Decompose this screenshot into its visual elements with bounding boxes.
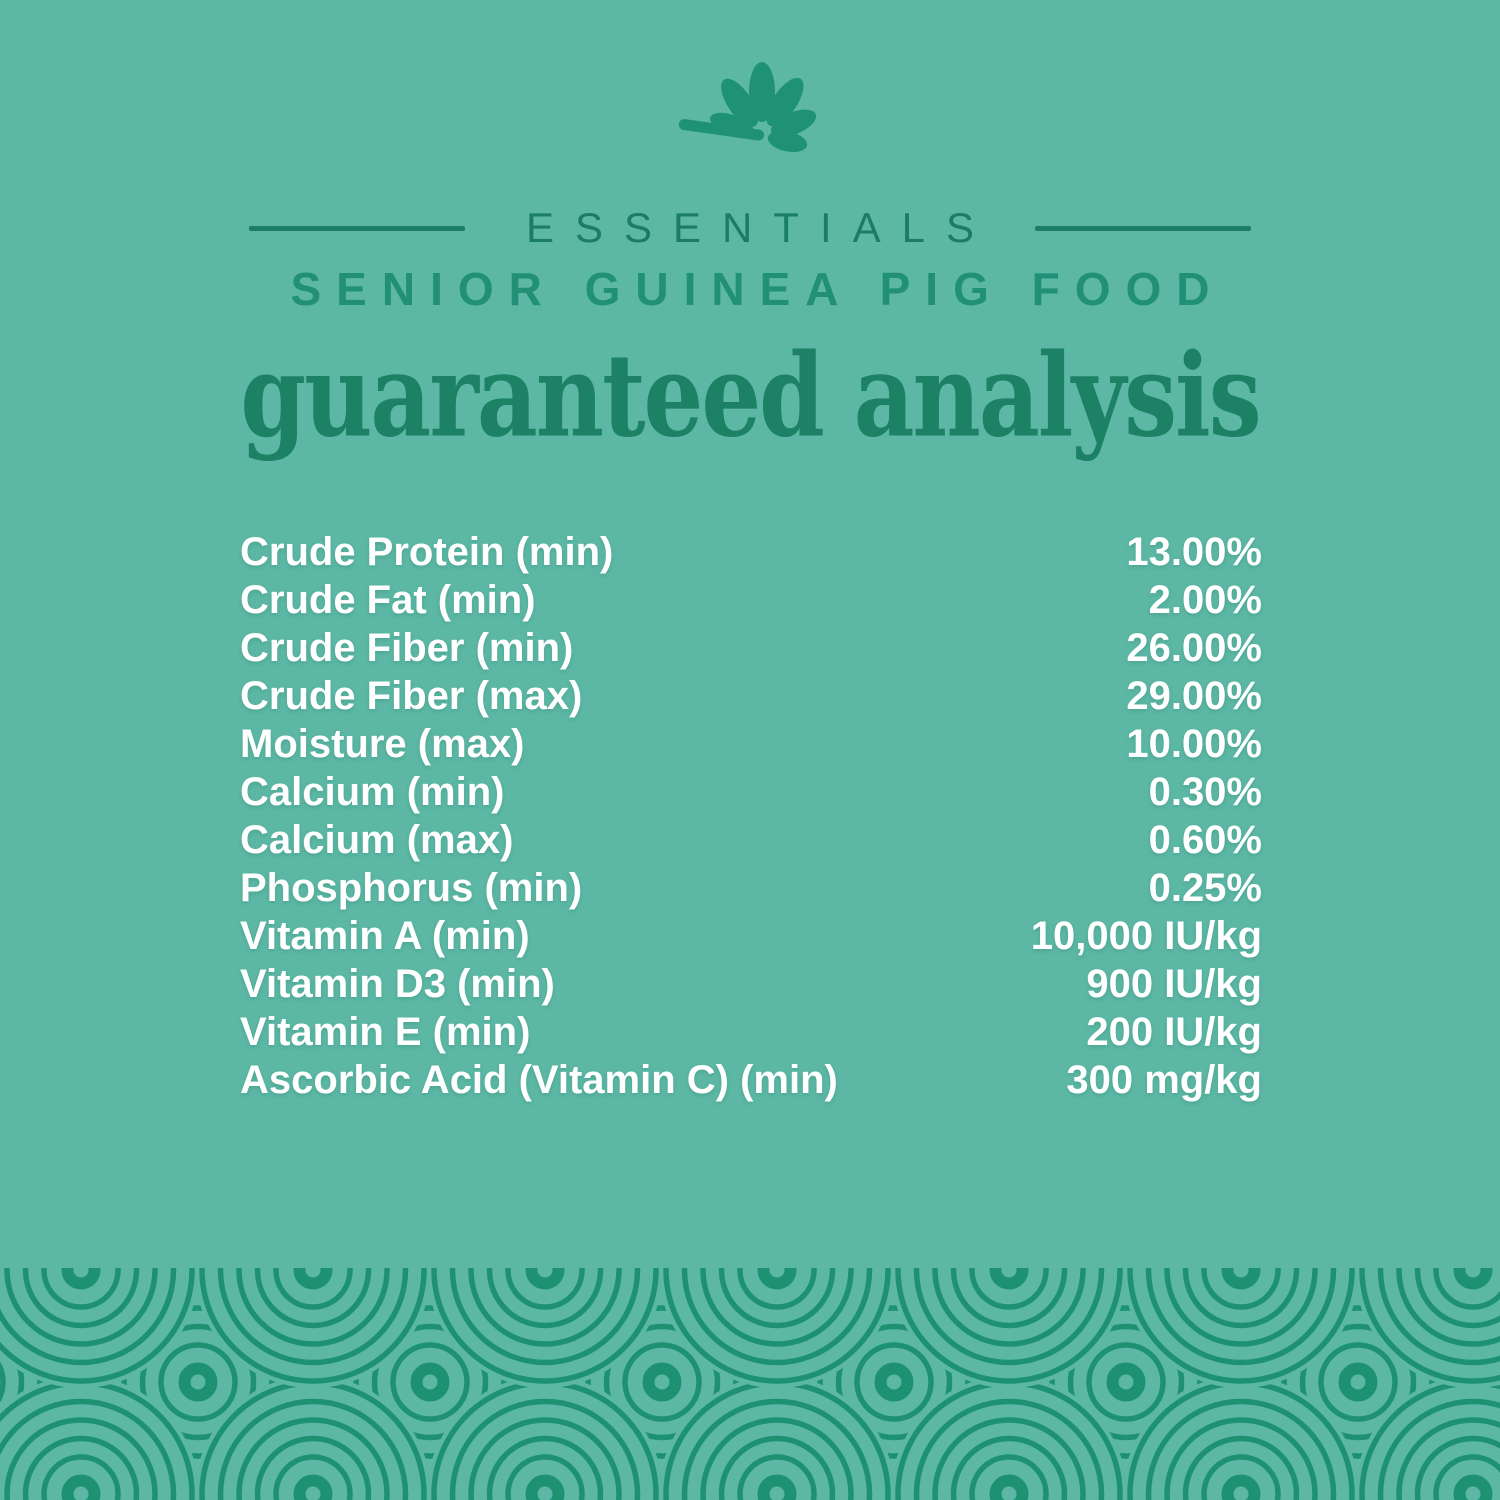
nutrient-value: 10,000 IU/kg [1030, 914, 1262, 958]
nutrient-value: 0.30% [1148, 770, 1262, 814]
swirl-circles-pattern [0, 1268, 1500, 1500]
analysis-row: Moisture (max) 10.00% [240, 720, 1262, 768]
analysis-row: Vitamin D3 (min) 900 IU/kg [240, 960, 1262, 1008]
analysis-row: Vitamin A (min) 10,000 IU/kg [240, 912, 1262, 960]
nutrient-value: 0.60% [1148, 818, 1262, 862]
nutrient-label: Ascorbic Acid (Vitamin C) (min) [240, 1058, 838, 1102]
nutrient-value: 13.00% [1126, 530, 1262, 574]
product-title: SENIOR GUINEA PIG FOOD [290, 263, 1225, 315]
analysis-row: Vitamin E (min) 200 IU/kg [240, 1008, 1262, 1056]
nutrient-value: 10.00% [1126, 722, 1262, 766]
brand-dash-left [248, 225, 465, 231]
nutrient-label: Phosphorus (min) [240, 866, 583, 910]
brand-name: ESSENTIALS [525, 204, 996, 251]
analysis-row: Crude Fiber (max) 29.00% [240, 672, 1262, 720]
nutrient-value: 29.00% [1126, 674, 1262, 718]
nutrient-label: Crude Fiber (max) [240, 674, 583, 718]
leaf-icon [678, 62, 817, 153]
nutrient-label: Moisture (max) [240, 722, 525, 766]
nutrient-value: 26.00% [1126, 626, 1262, 670]
nutrient-value: 900 IU/kg [1086, 962, 1262, 1006]
nutrient-value: 2.00% [1148, 578, 1262, 622]
nutrient-label: Vitamin D3 (min) [240, 962, 555, 1006]
nutrient-value: 0.25% [1148, 866, 1262, 910]
nutrient-label: Vitamin E (min) [240, 1010, 531, 1054]
brand-dash-right [1035, 225, 1252, 231]
leaf-logo [670, 58, 845, 218]
nutrient-label: Calcium (min) [240, 770, 505, 814]
nutrient-label: Crude Protein (min) [240, 530, 614, 574]
analysis-row: Ascorbic Acid (Vitamin C) (min) 300 mg/kg [240, 1056, 1262, 1104]
nutrient-label: Calcium (max) [240, 818, 514, 862]
nutrient-label: Vitamin A (min) [240, 914, 530, 958]
analysis-row: Calcium (min) 0.30% [240, 768, 1262, 816]
analysis-row: Phosphorus (min) 0.25% [240, 864, 1262, 912]
analysis-row: Crude Fat (min) 2.00% [240, 576, 1262, 624]
nutrient-value: 300 mg/kg [1066, 1058, 1262, 1102]
nutrient-label: Crude Fat (min) [240, 578, 536, 622]
section-title: guaranteed analysis [240, 329, 1261, 464]
analysis-row: Crude Protein (min) 13.00% [240, 528, 1262, 576]
pattern-band [0, 1268, 1500, 1500]
nutrient-label: Crude Fiber (min) [240, 626, 574, 670]
brand-row: ESSENTIALS [0, 204, 1500, 252]
analysis-table: Crude Protein (min) 13.00% Crude Fat (min)… [240, 528, 1262, 1104]
analysis-row: Crude Fiber (min) 26.00% [240, 624, 1262, 672]
nutrient-value: 200 IU/kg [1086, 1010, 1262, 1054]
analysis-row: Calcium (max) 0.60% [240, 816, 1262, 864]
